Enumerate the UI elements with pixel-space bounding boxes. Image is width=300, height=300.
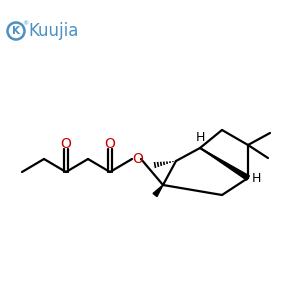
Text: Kuujia: Kuujia <box>28 22 78 40</box>
Text: K: K <box>12 26 20 36</box>
Text: H: H <box>252 172 261 184</box>
Text: O: O <box>61 137 71 151</box>
Polygon shape <box>153 185 163 196</box>
Text: ®: ® <box>22 22 28 26</box>
Text: H: H <box>195 131 205 144</box>
Text: O: O <box>105 137 116 151</box>
Polygon shape <box>200 148 249 180</box>
Text: O: O <box>132 152 143 166</box>
